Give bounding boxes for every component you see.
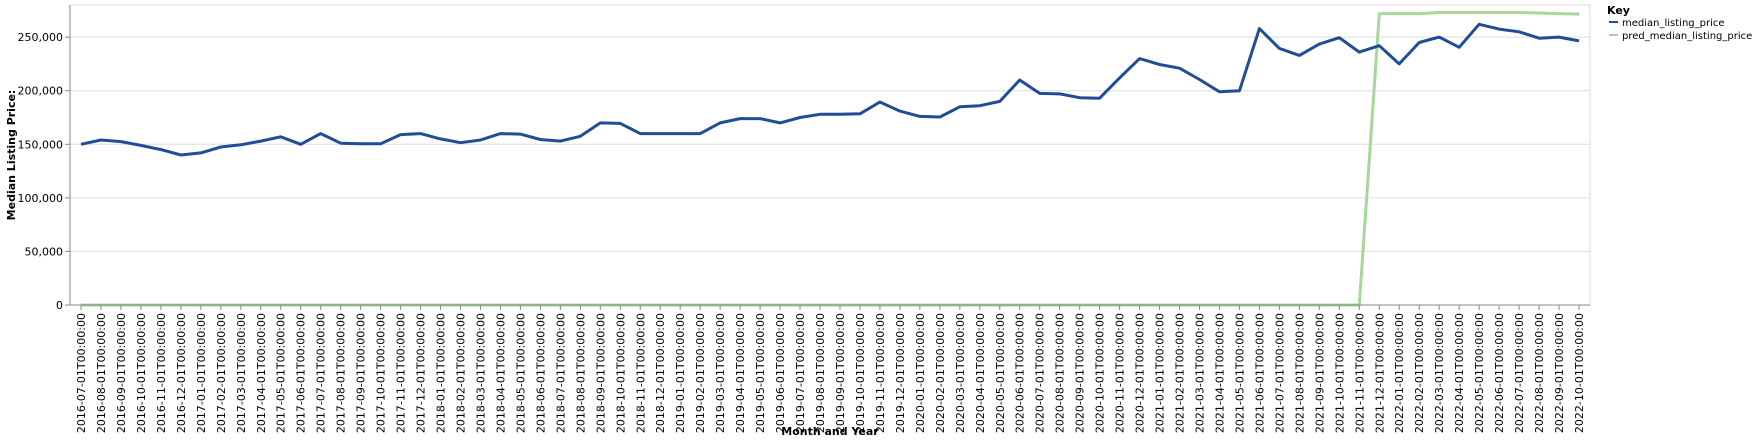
x-tick-label: 2017-02-01T00:00:00 [215,313,228,433]
x-tick-label: 2021-06-01T00:00:00 [1253,313,1266,433]
y-axis-ticks: 0 50,000 100,000 150,000 200,000 250,000 [18,31,70,312]
x-tick-label: 2021-04-01T00:00:00 [1213,313,1226,433]
series-lines [80,11,1580,307]
x-tick-label: 2021-10-01T00:00:00 [1333,313,1346,433]
x-tick-label: 2016-11-01T00:00:00 [155,313,168,433]
x-tick-label: 2022-10-01T00:00:00 [1573,313,1586,433]
y-tick-label: 100,000 [18,192,64,205]
x-tick-label: 2022-08-01T00:00:00 [1533,313,1546,433]
x-tick-label: 2019-06-01T00:00:00 [774,313,787,433]
x-tick-label: 2018-10-01T00:00:00 [614,313,627,433]
x-tick-label: 2017-05-01T00:00:00 [275,313,288,433]
y-tick-label: 150,000 [18,138,64,151]
x-tick-label: 2021-03-01T00:00:00 [1194,313,1207,433]
x-tick-label: 2019-01-01T00:00:00 [674,313,687,433]
x-tick-label: 2021-09-01T00:00:00 [1313,313,1326,433]
x-tick-label: 2016-09-01T00:00:00 [115,313,128,433]
axes [69,5,1590,306]
x-tick-label: 2017-01-01T00:00:00 [195,313,208,433]
x-tick-label: 2018-11-01T00:00:00 [634,313,647,433]
x-tick-label: 2020-08-01T00:00:00 [1054,313,1067,433]
x-tick-label: 2016-12-01T00:00:00 [175,313,188,433]
x-tick-label: 2022-09-01T00:00:00 [1553,313,1566,433]
x-tick-label: 2020-01-01T00:00:00 [914,313,927,433]
x-tick-label: 2019-03-01T00:00:00 [714,313,727,433]
x-tick-label: 2022-01-01T00:00:00 [1393,313,1406,433]
x-tick-label: 2018-09-01T00:00:00 [594,313,607,433]
x-tick-label: 2021-07-01T00:00:00 [1273,313,1286,433]
x-tick-label: 2021-05-01T00:00:00 [1233,313,1246,433]
x-tick-label: 2018-01-01T00:00:00 [435,313,448,433]
legend-entries: median_listing_price pred_median_listing_… [1609,18,1752,42]
x-tick-label: 2022-03-01T00:00:00 [1433,313,1446,433]
x-tick-label: 2021-08-01T00:00:00 [1293,313,1306,433]
x-tick-label: 2020-05-01T00:00:00 [994,313,1007,433]
x-tick-label: 2018-06-01T00:00:00 [534,313,547,433]
x-tick-label: 2019-10-01T00:00:00 [854,313,867,433]
x-tick-label: 2019-09-01T00:00:00 [834,313,847,433]
y-tick-label: 200,000 [18,85,64,98]
x-tick-label: 2020-07-01T00:00:00 [1034,313,1047,433]
x-axis-title: Month and Year [781,425,879,438]
x-tick-label: 2022-06-01T00:00:00 [1493,313,1506,433]
x-tick-label: 2020-09-01T00:00:00 [1074,313,1087,433]
x-tick-label: 2017-09-01T00:00:00 [355,313,368,433]
y-tick-label: 250,000 [18,31,64,44]
x-tick-label: 2022-05-01T00:00:00 [1473,313,1486,433]
x-tick-label: 2017-07-01T00:00:00 [315,313,328,433]
x-tick-label: 2017-10-01T00:00:00 [375,313,388,433]
x-tick-label: 2018-12-01T00:00:00 [654,313,667,433]
legend-title: Key [1607,4,1630,17]
x-tick-label: 2020-10-01T00:00:00 [1094,313,1107,433]
x-tick-label: 2018-04-01T00:00:00 [494,313,507,433]
x-tick-label: 2020-03-01T00:00:00 [954,313,967,433]
x-tick-label: 2018-03-01T00:00:00 [474,313,487,433]
x-tick-label: 2018-07-01T00:00:00 [554,313,567,433]
x-tick-label: 2020-02-01T00:00:00 [934,313,947,433]
x-tick-label: 2017-12-01T00:00:00 [415,313,428,433]
x-tick-label: 2022-02-01T00:00:00 [1413,313,1426,433]
x-tick-label: 2019-07-01T00:00:00 [794,313,807,433]
x-tick-label: 2018-02-01T00:00:00 [454,313,467,433]
x-tick-label: 2021-11-01T00:00:00 [1353,313,1366,433]
x-tick-label: 2017-06-01T00:00:00 [295,313,308,433]
legend-label: pred_median_listing_price [1622,31,1752,42]
x-tick-label: 2017-11-01T00:00:00 [395,313,408,433]
x-tick-label: 2019-05-01T00:00:00 [754,313,767,433]
series-line-pred_median_listing_price [81,11,1580,307]
x-tick-label: 2016-07-01T00:00:00 [75,313,88,433]
x-tick-label: 2022-07-01T00:00:00 [1513,313,1526,433]
series-line-median_listing_price [80,22,1580,157]
y-axis-title: Median Listing Price: [5,90,18,221]
x-tick-label: 2017-08-01T00:00:00 [335,313,348,433]
x-tick-label: 2016-10-01T00:00:00 [135,313,148,433]
y-tick-label: 0 [56,299,63,312]
legend: Key median_listing_price pred_median_list… [1607,4,1752,42]
x-tick-label: 2017-04-01T00:00:00 [255,313,268,433]
x-tick-label: 2019-11-01T00:00:00 [874,313,887,433]
x-tick-label: 2019-12-01T00:00:00 [894,313,907,433]
y-tick-label: 50,000 [25,245,64,258]
x-tick-label: 2017-03-01T00:00:00 [235,313,248,433]
x-tick-label: 2016-08-01T00:00:00 [95,313,108,433]
legend-label: median_listing_price [1622,18,1725,29]
x-axis-ticks: 2016-07-01T00:00:00 2016-08-01T00:00:00 20… [75,305,1586,433]
x-tick-label: 2018-08-01T00:00:00 [574,313,587,433]
x-tick-label: 2021-12-01T00:00:00 [1373,313,1386,433]
x-tick-label: 2019-04-01T00:00:00 [734,313,747,433]
x-tick-label: 2021-02-01T00:00:00 [1174,313,1187,433]
x-tick-label: 2020-11-01T00:00:00 [1114,313,1127,433]
x-tick-label: 2020-04-01T00:00:00 [974,313,987,433]
x-tick-label: 2020-06-01T00:00:00 [1014,313,1027,433]
x-tick-label: 2019-08-01T00:00:00 [814,313,827,433]
x-tick-label: 2020-12-01T00:00:00 [1134,313,1147,433]
x-tick-label: 2018-05-01T00:00:00 [514,313,527,433]
x-tick-label: 2019-02-01T00:00:00 [694,313,707,433]
x-tick-label: 2022-04-01T00:00:00 [1453,313,1466,433]
x-tick-label: 2021-01-01T00:00:00 [1154,313,1167,433]
